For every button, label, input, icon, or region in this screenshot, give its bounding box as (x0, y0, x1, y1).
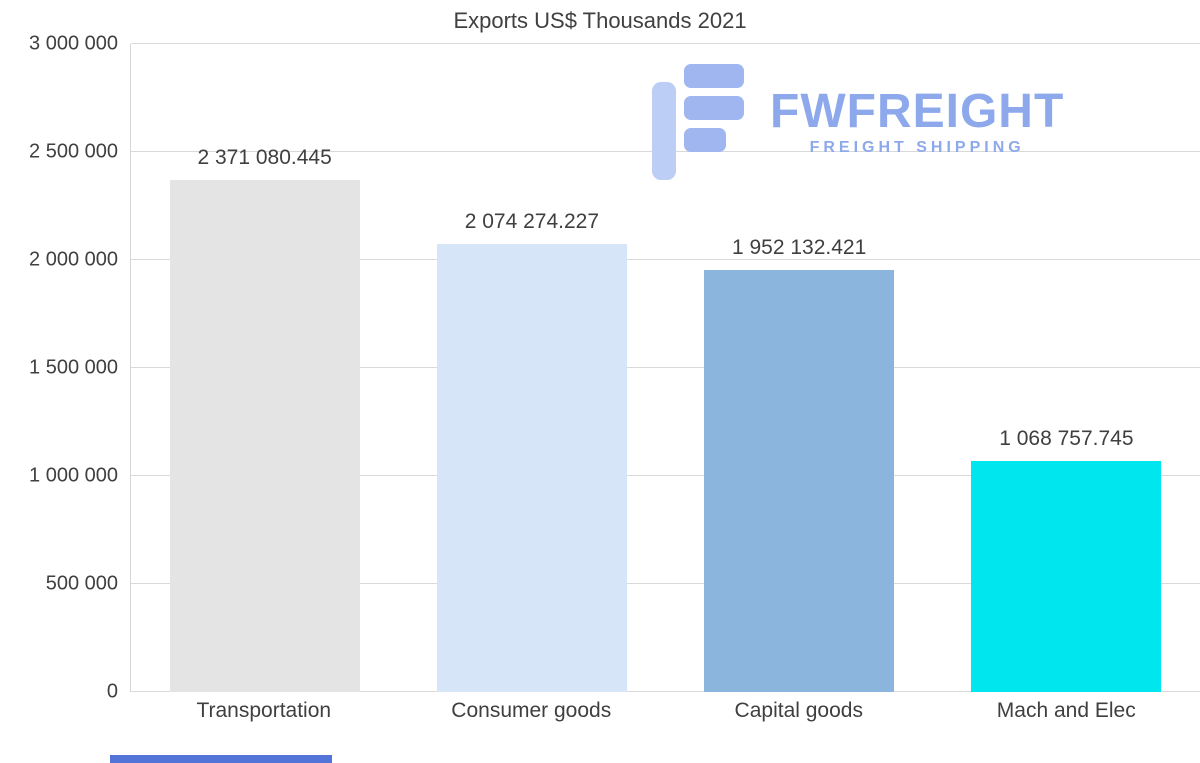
y-tick-label: 2 500 000 (29, 140, 118, 163)
gridline (131, 43, 1200, 44)
gridline (131, 583, 1200, 584)
bar-value-label: 1 068 757.745 (999, 427, 1134, 451)
bar (169, 179, 360, 692)
plot-area: 2 371 080.445 2 074 274.227 1 952 132.421 1… (130, 43, 1200, 692)
y-tick-label: 500 000 (45, 572, 118, 595)
y-axis: 0 500 000 1 000 000 1 500 000 2 000 000 2 500… (0, 33, 118, 703)
gridline (131, 691, 1200, 692)
y-tick-label: 0 (106, 680, 118, 703)
bar-value-label: 2 074 274.227 (464, 209, 600, 233)
y-tick-label: 3 000 000 (29, 32, 118, 55)
y-tick-label: 2 000 000 (29, 248, 118, 271)
gridline (131, 367, 1200, 368)
bar-value-label: 2 371 080.445 (197, 145, 332, 169)
x-category-label: Mach and Elec (996, 699, 1136, 722)
x-category-label: Transportation (196, 699, 332, 722)
bar-value-label: 1 952 132.421 (731, 236, 867, 260)
y-tick-label: 1 000 000 (29, 464, 118, 487)
bar (436, 243, 627, 692)
bar (704, 270, 895, 692)
gridline (131, 259, 1200, 260)
x-axis: Transportation Consumer goods Capital good… (130, 699, 1200, 739)
chart-title: Exports US$ Thousands 2021 (453, 8, 747, 33)
bottom-blue-strip (110, 755, 332, 763)
x-category-label: Consumer goods (451, 699, 612, 722)
y-tick-label: 1 500 000 (29, 356, 118, 379)
bar (971, 461, 1162, 692)
gridline (131, 475, 1200, 476)
x-category-label: Capital goods (734, 699, 863, 722)
